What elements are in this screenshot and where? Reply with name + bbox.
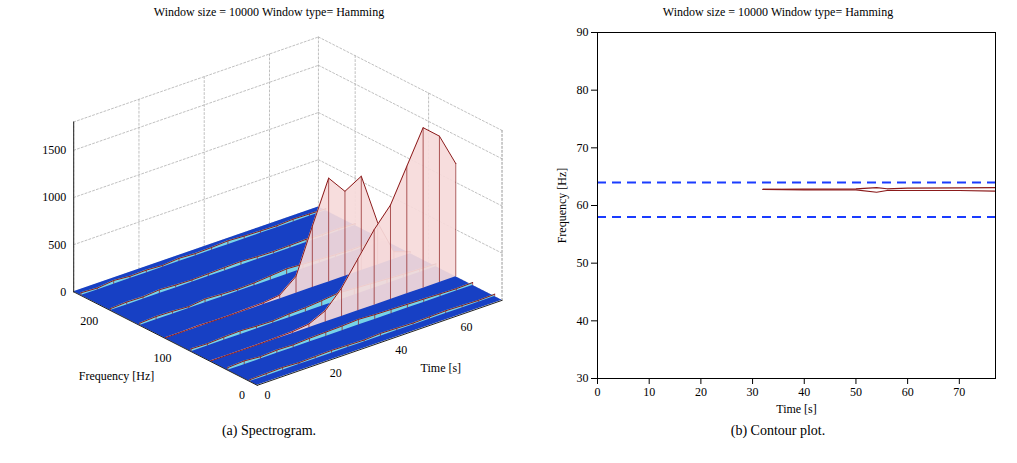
svg-text:Time [s]: Time [s] xyxy=(421,361,462,375)
html-text:(b) Contour plot.: (b) Contour plot. xyxy=(730,423,826,438)
svg-text:60: 60 xyxy=(460,320,472,334)
svg-text:40: 40 xyxy=(798,385,810,399)
svg-text:30: 30 xyxy=(747,385,759,399)
svg-text:Time [s]: Time [s] xyxy=(776,402,817,416)
svg-text:20: 20 xyxy=(330,366,342,380)
html-text:Window size = 10000 Window typ: Window size = 10000 Window type= Hamming xyxy=(153,5,385,19)
svg-text:60: 60 xyxy=(577,198,589,212)
svg-text:0: 0 xyxy=(595,385,601,399)
svg-text:60: 60 xyxy=(902,385,914,399)
svg-text:40: 40 xyxy=(577,314,589,328)
svg-text:10: 10 xyxy=(643,385,655,399)
svg-text:Frequency [Hz]: Frequency [Hz] xyxy=(555,168,569,244)
svg-text:50: 50 xyxy=(850,385,862,399)
html-text:(a) Spectrogram.: (a) Spectrogram. xyxy=(222,423,316,438)
html-text:Window size = 10000 Window typ: Window size = 10000 Window type= Hamming xyxy=(662,5,894,19)
svg-text:0: 0 xyxy=(60,285,66,299)
svg-text:0: 0 xyxy=(239,388,245,402)
svg-text:50: 50 xyxy=(577,256,589,270)
svg-text:30: 30 xyxy=(577,371,589,385)
svg-text:200: 200 xyxy=(80,314,98,328)
svg-text:0: 0 xyxy=(265,388,271,402)
svg-text:40: 40 xyxy=(395,343,407,357)
svg-text:20: 20 xyxy=(695,385,707,399)
svg-text:100: 100 xyxy=(154,351,172,365)
svg-text:70: 70 xyxy=(953,385,965,399)
svg-text:1000: 1000 xyxy=(42,190,66,204)
svg-text:70: 70 xyxy=(577,141,589,155)
svg-text:80: 80 xyxy=(577,83,589,97)
svg-text:1500: 1500 xyxy=(42,143,66,157)
svg-text:500: 500 xyxy=(48,238,66,252)
svg-text:Frequency [Hz]: Frequency [Hz] xyxy=(79,369,155,383)
svg-text:90: 90 xyxy=(577,25,589,39)
